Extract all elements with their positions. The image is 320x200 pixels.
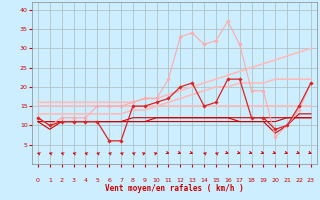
X-axis label: Vent moyen/en rafales ( km/h ): Vent moyen/en rafales ( km/h ): [105, 184, 244, 193]
